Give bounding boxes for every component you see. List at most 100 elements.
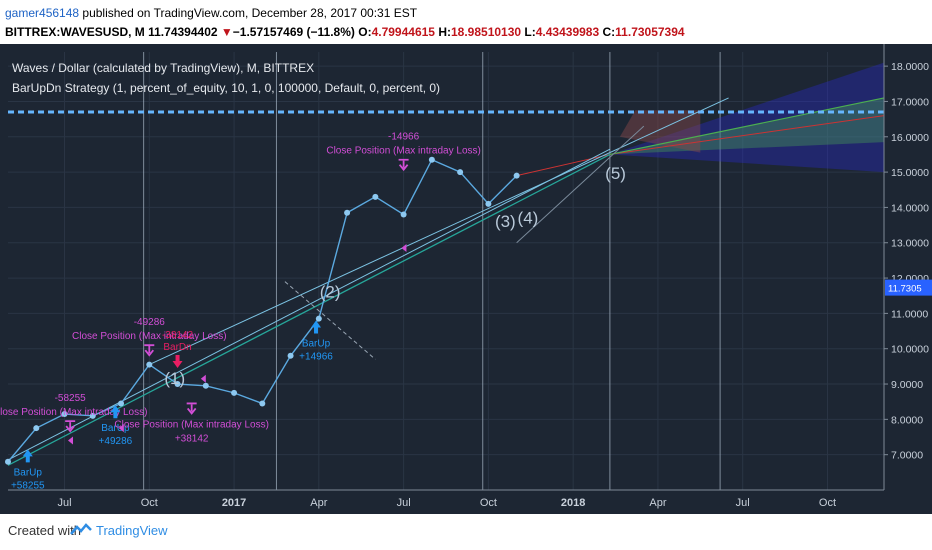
x-tick-label: 2018	[561, 497, 585, 509]
price-point	[513, 172, 520, 179]
tradingview-brand[interactable]: TradingView	[96, 523, 168, 538]
buy-arrow-icon	[311, 320, 322, 334]
y-tick-label: 7.0000	[891, 450, 923, 462]
price-point	[174, 381, 181, 388]
signal-value: +49286	[99, 436, 133, 447]
wave-label: (5)	[605, 164, 626, 183]
price-axis-panel	[884, 44, 932, 514]
published-text: published on TradingView.com, December 2…	[79, 6, 418, 20]
price-point	[400, 211, 407, 218]
high-value: 18.98510130	[451, 25, 522, 39]
price-point	[202, 382, 209, 389]
chart-title: Waves / Dollar (calculated by TradingVie…	[12, 61, 314, 75]
last-price-tag	[885, 279, 932, 296]
signal-value: -14966	[388, 132, 420, 143]
y-tick-label: 16.0000	[891, 132, 929, 144]
dashed-trendline	[284, 281, 376, 360]
footer: Created with TradingView	[0, 514, 932, 550]
price-point	[457, 169, 464, 176]
buy-arrow-icon	[22, 449, 33, 463]
signal-value: -49286	[134, 317, 166, 328]
high-label: H:	[438, 25, 451, 39]
buy-arrow-icon	[110, 405, 121, 419]
y-tick-label: 15.0000	[891, 167, 929, 179]
x-tick-label: Jul	[397, 497, 411, 509]
y-tick-label: 18.0000	[891, 61, 929, 73]
x-tick-label: Jul	[736, 497, 750, 509]
red-channel-line	[609, 115, 885, 155]
price-point	[61, 411, 68, 418]
y-tick-label: 13.0000	[891, 238, 929, 250]
sell-arrow-icon	[172, 355, 183, 369]
price-series	[5, 156, 520, 465]
signal-value: -58255	[55, 393, 87, 404]
price-point	[89, 412, 96, 419]
price-point	[315, 315, 322, 322]
price-point	[118, 400, 125, 407]
close-marker-icon	[186, 402, 197, 415]
publish-info: gamer456148 published on TradingView.com…	[5, 6, 417, 20]
close-value: 11.73057394	[615, 25, 685, 39]
signal-value: +58255	[11, 480, 45, 491]
green-channel-line	[609, 97, 885, 156]
ohlc-line: BITTREX:WAVESUSD, M 11.74394402 ▼−1.5715…	[5, 25, 685, 39]
study-legend: BarUpDn Strategy (1, percent_of_equity, …	[12, 81, 440, 95]
y-tick-label: 9.0000	[891, 379, 923, 391]
price-channel	[516, 62, 885, 177]
price-point	[287, 352, 294, 359]
tradingview-logo-icon	[70, 523, 92, 535]
close-marker-icon	[144, 344, 155, 357]
price-point	[344, 209, 351, 216]
last-price: 11.74394402	[148, 25, 218, 39]
trendline-lower	[7, 153, 611, 466]
x-tick-label: Jul	[57, 497, 71, 509]
y-tick-label: 11.0000	[891, 308, 928, 320]
symbol-label: BITTREX:WAVESUSD, M	[5, 25, 145, 39]
x-tick-label: Apr	[310, 497, 327, 509]
signal-label: Close Position (Max intraday Loss)	[72, 331, 227, 342]
signal-label: BarDn	[163, 342, 191, 353]
open-label: O:	[358, 25, 372, 39]
wave-labels: (1) (2) (3) (4) (5)	[164, 164, 626, 388]
trend-lines	[7, 97, 884, 466]
x-tick-label: Apr	[649, 497, 666, 509]
price-point	[146, 361, 153, 368]
low-label: L:	[524, 25, 536, 39]
signal-value: +38142	[175, 433, 209, 444]
wave-label: (4)	[518, 208, 539, 227]
trade-marker-icon	[200, 374, 206, 383]
price-point	[372, 193, 379, 200]
trade-marker-icon	[118, 424, 124, 433]
last-price-label: 11.7305	[888, 284, 922, 295]
author-link[interactable]: gamer456148	[5, 6, 80, 20]
x-tick-label: Oct	[141, 497, 158, 509]
wave-connector-line	[516, 125, 645, 244]
price-point	[231, 389, 238, 396]
wave-label: (1)	[164, 369, 185, 388]
price-point	[259, 400, 266, 407]
signal-value: +14966	[299, 351, 333, 362]
trendline-long	[149, 97, 729, 366]
signal-label: Close Position (Max intraday Loss)	[114, 419, 269, 430]
y-tick-label: 10.0000	[891, 344, 929, 356]
signal-value: -38142	[162, 330, 194, 341]
strategy-signals: BarUp +58255 -58255 Close Position (Max int…	[0, 132, 481, 492]
trendline-upper	[7, 148, 611, 461]
red-projection-line	[516, 153, 611, 177]
x-tick-label: Oct	[819, 497, 836, 509]
close-marker-icon	[65, 420, 76, 433]
price-point	[485, 200, 492, 207]
price-point	[33, 425, 40, 432]
signal-label: BarUp	[101, 423, 130, 434]
open-value: 4.79944615	[371, 25, 435, 39]
close-label: C:	[602, 25, 616, 39]
chart-background	[0, 44, 932, 514]
price-chart[interactable]: BarUp +58255 -58255 Close Position (Max int…	[0, 44, 932, 514]
signal-label: BarUp	[302, 338, 331, 349]
signal-label: Close Position (Max intraday Loss)	[326, 146, 481, 157]
axes: 7.00008.00009.000010.000011.000012.00001…	[8, 44, 932, 514]
trade-marker-icon	[67, 436, 73, 445]
signal-label: Close Position (Max intraday Loss)	[0, 407, 147, 418]
created-with-text: Created with	[8, 523, 81, 538]
y-tick-label: 8.0000	[891, 414, 923, 426]
